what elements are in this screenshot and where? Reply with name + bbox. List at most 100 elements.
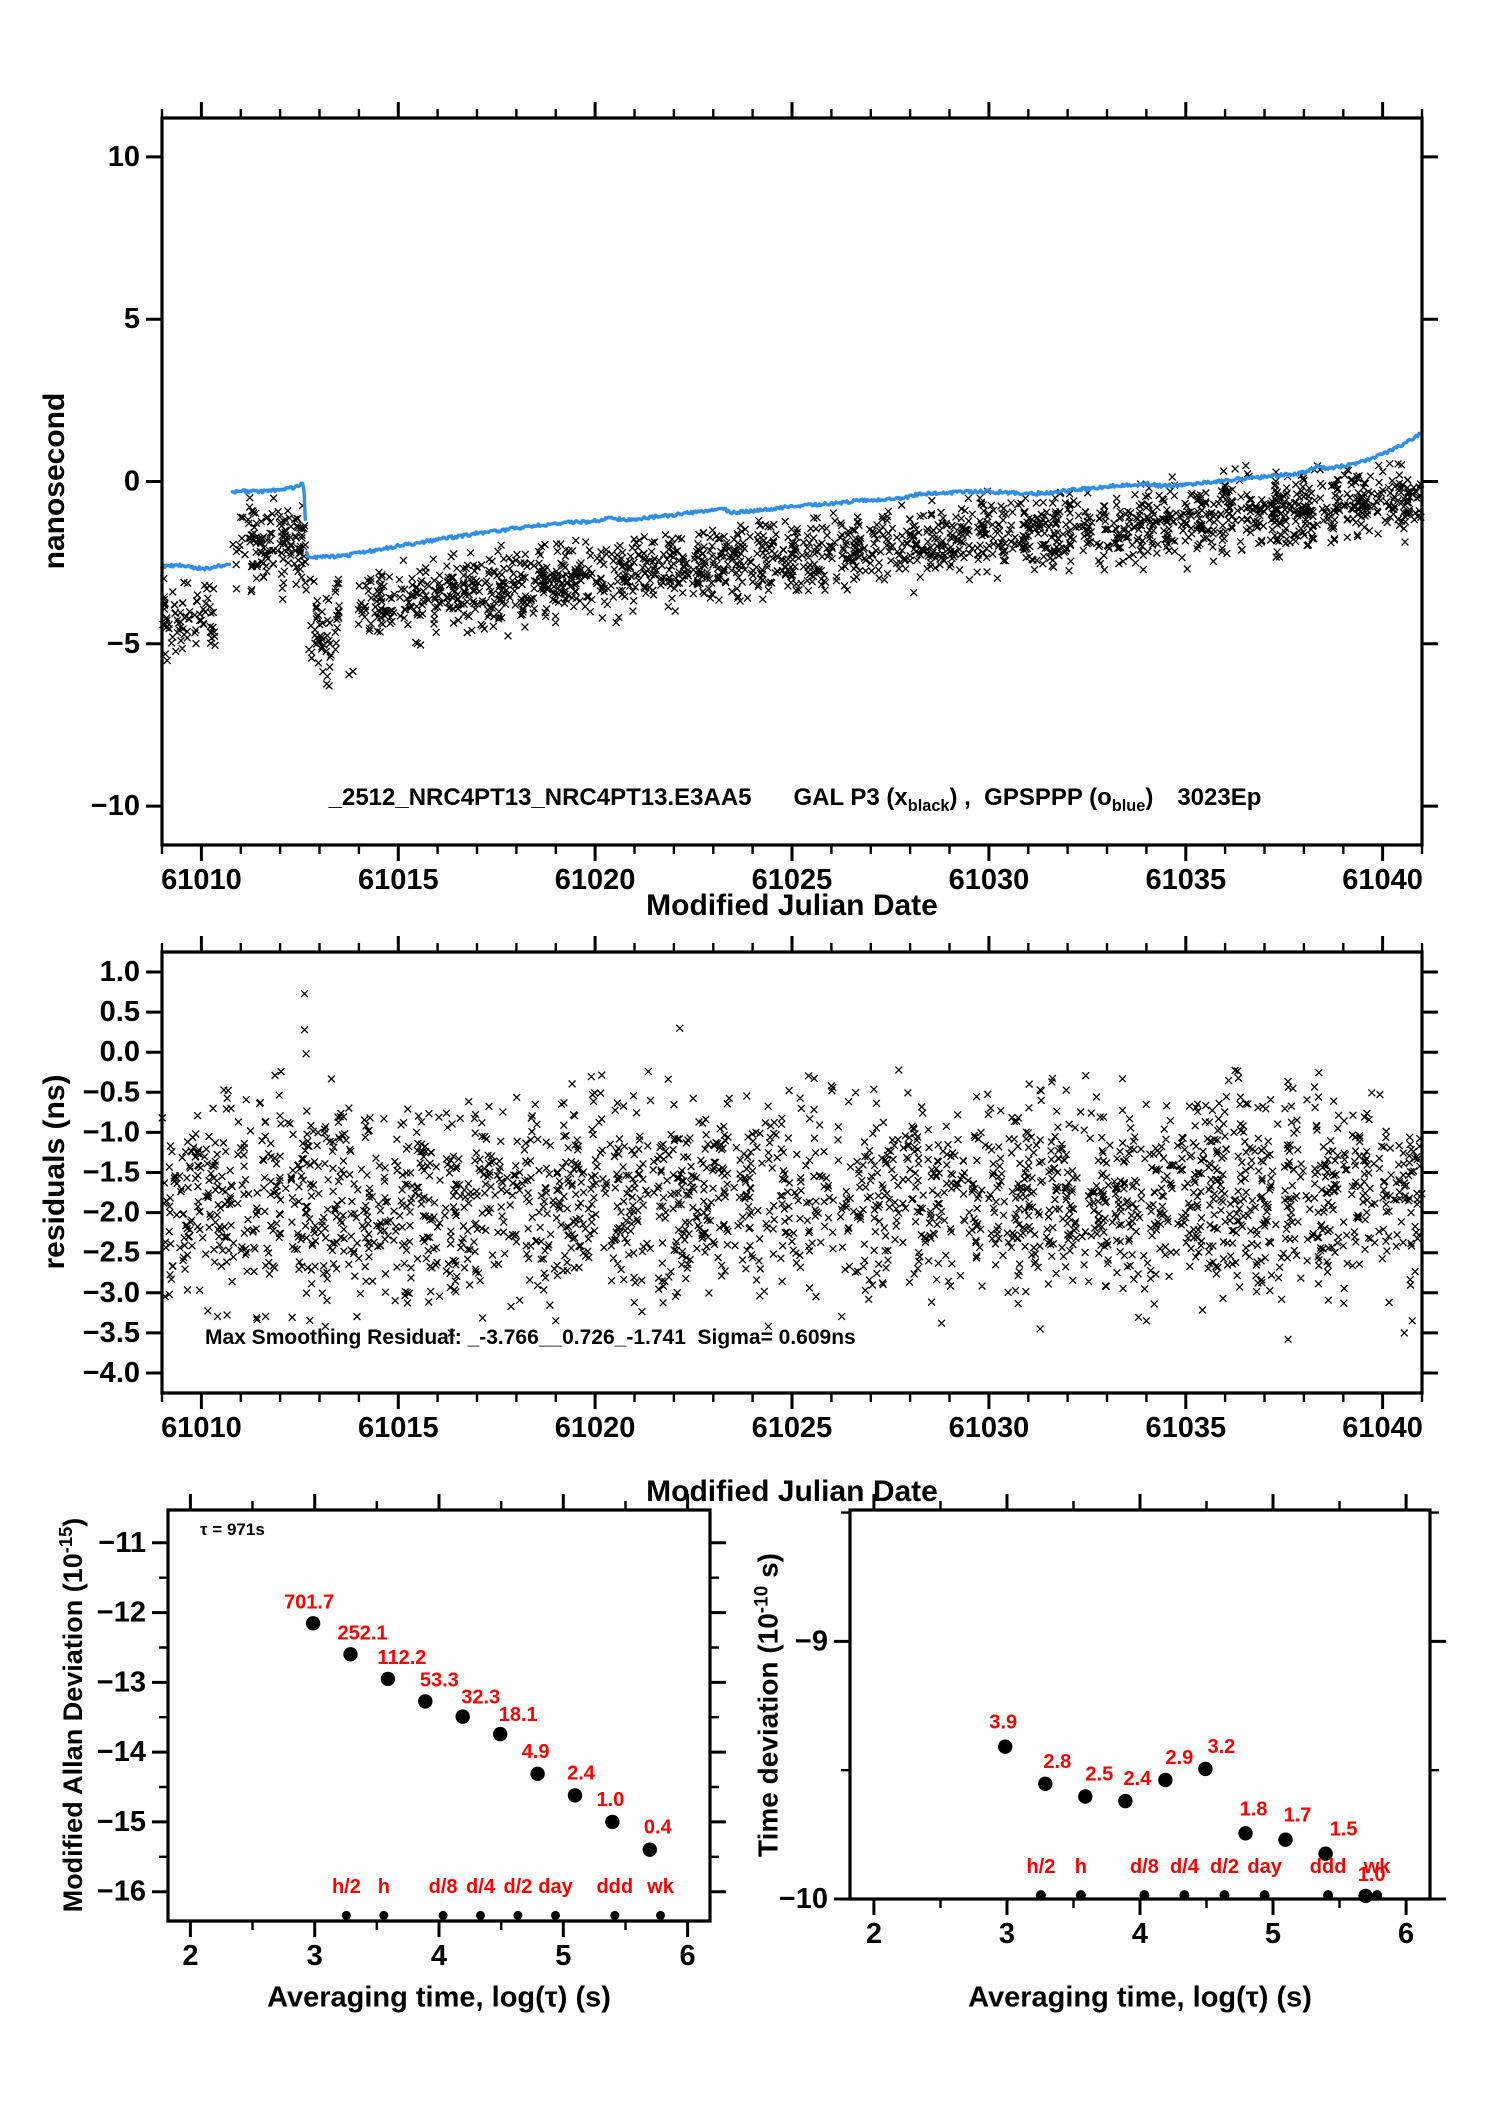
modified-allan-deviation-dot [343,1647,358,1662]
top-comparison-y-tick-label: 5 [124,303,140,335]
time-deviation-value-label: 1.5 [1330,1819,1358,1841]
residuals-y-tick-label: 0.5 [100,996,140,1028]
modified-allan-deviation-dot [493,1726,508,1742]
x-axis-title-mjd-middle: Modified Julian Date [646,1475,938,1508]
time-deviation-value-label: 2.9 [1165,1747,1193,1769]
time-marker-label: ddd [1310,1856,1347,1878]
modified-allan-deviation-dot [380,1671,396,1687]
time-marker-dot [476,1910,485,1920]
x-axis-title-avgtime-left: Averaging time, log(τ) (s) [267,1981,611,2014]
time-deviation-x-tick-label: 4 [1132,1918,1148,1950]
top-comparison-x-tick-label: 61010 [161,864,242,896]
time-deviation-axes: 2 3 4 5 6 −9 −10 [779,1494,1446,1950]
mdev-ylabel-exponent: -15 [55,1526,76,1554]
time-marker-label: day [538,1876,573,1898]
x-axis-title-avgtime-right: Averaging time, log(τ) (s) [968,1981,1312,2014]
x-axis-title-mjd-top: Modified Julian Date [646,889,938,922]
time-marker-dot [513,1910,523,1920]
top-comparison-major-ticks [146,102,1438,861]
time-marker-label: d/8 [429,1876,458,1898]
top-comparison-x-tick-label: 61025 [752,864,833,896]
time-deviation-dot [1238,1826,1253,1841]
top-comparison-x-tick-label: 61030 [949,864,1030,896]
top-comparison-plot: 61010 61015 61020 61025 61030 61035 61040 10 5 0 −… [91,102,1438,896]
y-axis-title-nanosecond: nanosecond [38,392,71,570]
modified-allan-deviation-value-label: 252.1 [337,1622,387,1644]
top-comparison-frame [160,116,1424,847]
time-deviation-minor-ticks [841,1501,1439,1908]
time-deviation-value-label: 3.2 [1207,1736,1235,1758]
time-marker-label: d/2 [1210,1856,1239,1878]
top-comparison-y-tick-label: −10 [91,790,140,822]
residuals-x-tick-label: 61025 [752,1412,833,1444]
modified-allan-deviation-y-tick-label: −14 [97,1736,146,1768]
time-marker-label: d/8 [1130,1856,1159,1878]
residuals-y-tick-label: −3.5 [83,1317,140,1349]
time-deviation-dot [1278,1832,1293,1847]
modified-allan-deviation-dot [418,1694,433,1709]
modified-allan-deviation-dot [455,1709,470,1724]
top-comparison-axes: 61010 61015 61020 61025 61030 61035 61040 10 5 0 −… [91,102,1438,896]
time-marker-label: h [378,1876,390,1898]
modified-allan-deviation-minor-ticks [159,1501,719,1930]
residuals-x-tick-label: 61030 [949,1412,1030,1444]
top-comparison-x-tick-label: 61020 [555,864,636,896]
top-comparison-x-tick-label: 61040 [1342,864,1423,896]
time-marker-label: day [1247,1856,1282,1878]
top-comparison-y-tick-label: 0 [124,466,140,498]
top-comparison-scatter-points [159,459,1425,690]
modified-allan-deviation-dot [305,1616,321,1631]
residuals-x-tick-label: 61015 [358,1412,439,1444]
plot-title-close: ) [1145,784,1154,812]
time-deviation-dot [1358,1888,1373,1904]
tdev-ylabel-close: s) [752,1553,784,1586]
time-deviation-x-tick-label: 6 [1398,1918,1414,1950]
time-deviation-dot [1118,1793,1133,1809]
time-marker-label: wk [646,1876,675,1898]
time-deviation-plot: 3.9 2.8 2.5 2.4 2.9 3.2 1.8 1.7 1.5 1.0 h/2 h d/8 d/4… [779,1494,1446,1950]
top-comparison-y-tick-label: −5 [107,628,140,660]
residuals-y-tick-label: −2.5 [83,1237,140,1269]
modified-allan-deviation-value-label: 53.3 [420,1669,459,1691]
modified-allan-deviation-value-label: 0.4 [644,1817,673,1839]
y-axis-title-mdev: Modified Allan Deviation (10-15) [55,1518,89,1913]
time-deviation-dot [1078,1789,1093,1804]
modified-allan-deviation-value-label: 18.1 [499,1704,538,1726]
time-deviation-x-tick-label: 5 [1265,1918,1281,1950]
residuals-minor-ticks [160,943,1424,1402]
plot-title-sep: ) , GPSPPP (o [949,784,1112,812]
time-deviation-dot [1158,1772,1173,1788]
time-deviation-value-label: 2.4 [1123,1768,1152,1790]
residuals-scatter-points [158,989,1426,1344]
tau-annotation: τ = 971s [200,1520,265,1539]
time-deviation-frame [848,1508,1432,1901]
top-comparison-blue-line [160,431,1424,572]
time-marker-label: ddd [596,1876,633,1898]
mdev-ylabel-text: Modified Allan Deviation (10 [58,1553,88,1913]
modified-allan-deviation-y-tick-label: −13 [97,1666,146,1698]
modified-allan-deviation-major-ticks [152,1494,726,1937]
modified-allan-deviation-value-label: 701.7 [284,1591,334,1613]
time-deviation-major-ticks [834,1494,1446,1915]
modified-allan-deviation-value-label: 2.4 [567,1762,596,1784]
time-deviation-dot [998,1739,1013,1754]
time-marker-label: d/4 [1170,1856,1200,1878]
residual-annotation: Max Smoothing Residual: _-3.766__0.726_-… [205,1326,856,1349]
time-deviation-value-label: 2.5 [1085,1764,1113,1786]
time-marker-dot [379,1910,389,1920]
residuals-x-tick-label: 61020 [555,1412,636,1444]
plot-title-sys1-sub: black [907,796,950,815]
residuals-x-tick-label: 61010 [161,1412,242,1444]
time-deviation-time-markers: h/2 h d/8 d/4 d/2 day ddd wk [1026,1856,1391,1901]
residuals-x-tick-label: 61035 [1145,1412,1226,1444]
residuals-y-tick-label: −2.0 [83,1197,140,1229]
time-marker-dot [551,1910,560,1920]
modified-allan-deviation-dot [530,1766,545,1782]
time-marker-label: h [1075,1856,1087,1878]
y-axis-title-tdev: Time deviation (10-10 s) [751,1553,784,1857]
tdev-ylabel-text: Time deviation (10 [752,1613,784,1857]
time-deviation-x-tick-label: 2 [866,1918,882,1950]
mdev-ylabel-close: ) [58,1517,88,1527]
